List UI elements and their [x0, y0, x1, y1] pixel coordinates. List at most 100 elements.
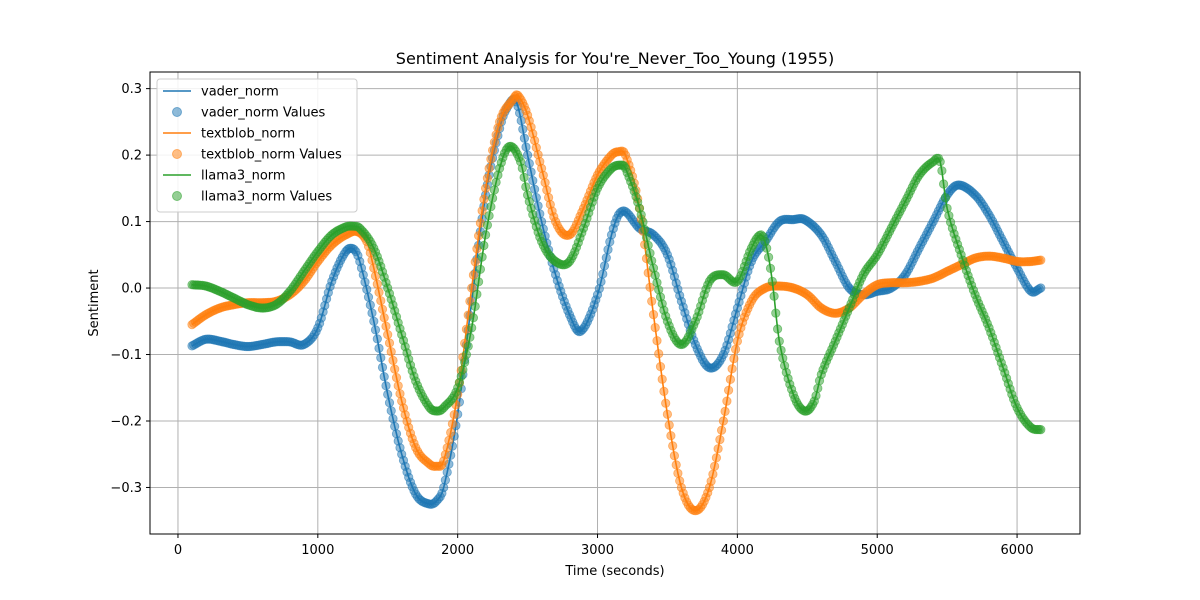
legend-label: textblob_norm Values [201, 148, 342, 163]
vader_norm-point [386, 406, 396, 416]
llama3_norm-point [472, 289, 482, 299]
llama3_norm-point [771, 308, 781, 318]
y-tick-label: −0.1 [110, 348, 142, 363]
vader_norm-point [528, 176, 538, 186]
llama3_norm-point [767, 276, 777, 286]
series-llama3_norm [187, 141, 1046, 435]
textblob_norm-point [377, 304, 388, 314]
textblob_norm-point [730, 344, 741, 354]
textblob_norm-point [470, 257, 480, 267]
textblob_norm-point [664, 420, 674, 430]
textblob_norm-point [484, 163, 494, 173]
vader_norm-point [372, 334, 382, 344]
legend-label: vader_norm [201, 85, 279, 100]
textblob_norm-point [711, 453, 722, 463]
textblob_norm-point [376, 296, 386, 306]
textblob_norm-point [729, 354, 739, 364]
vader_norm-point [1036, 283, 1046, 293]
textblob_norm-point [662, 409, 673, 419]
y-axis-label: Sentiment [87, 269, 102, 336]
textblob_norm-point [486, 154, 496, 164]
llama3_norm-point [811, 391, 821, 401]
legend-label: llama3_norm [201, 169, 286, 184]
legend-marker-swatch [172, 107, 182, 117]
x-tick-label: 4000 [721, 543, 754, 558]
vader_norm-point [390, 421, 400, 431]
vader_norm-point [521, 142, 531, 152]
legend-box [156, 78, 358, 213]
vader_norm-point [522, 150, 533, 160]
vader_norm-point [526, 167, 536, 177]
textblob_norm-point [542, 185, 552, 195]
x-tick-label: 1000 [301, 543, 334, 558]
textblob_norm-point [479, 194, 489, 204]
chart-title: Sentiment Analysis for You're_Never_Too_… [396, 49, 834, 69]
legend-label: textblob_norm [201, 127, 295, 142]
llama3_norm-point [482, 220, 492, 230]
llama3_norm-point [480, 230, 491, 240]
llama3_norm-point [487, 193, 498, 203]
vader_norm-point [388, 414, 398, 424]
vader_norm-point [603, 245, 613, 255]
llama3_norm-point [470, 301, 480, 311]
vader_norm-point [377, 362, 388, 372]
llama3_norm-point [1036, 424, 1046, 435]
textblob_norm-point [669, 451, 680, 461]
plot-frame [149, 71, 1081, 535]
llama3_norm-point [521, 182, 531, 192]
textblob_norm-point [379, 313, 389, 323]
llama3_norm-point [776, 345, 786, 355]
vader_norm-point [370, 325, 381, 335]
x-tick-label: 0 [174, 543, 182, 558]
llama3_norm-point [479, 240, 489, 251]
x-axis-label: Time (seconds) [564, 564, 664, 579]
textblob_norm-point [391, 372, 402, 383]
textblob_norm-point [650, 322, 660, 333]
legend-marker-swatch [172, 191, 182, 201]
vader_norm-point [379, 372, 389, 382]
llama3_norm-point [763, 252, 774, 262]
textblob_norm-point [645, 282, 655, 292]
textblob_norm-point [661, 398, 671, 408]
textblob_norm-point [673, 468, 683, 478]
textblob_norm-point [713, 444, 723, 454]
llama3_norm-point [460, 357, 470, 367]
textblob_norm-point [383, 329, 393, 340]
textblob_norm-point [381, 321, 391, 331]
vader_norm-point [442, 467, 452, 477]
llama3_norm-point [813, 383, 823, 393]
vader_norm-point [384, 398, 395, 408]
vader_norm-point [439, 482, 449, 493]
vader_norm-point [363, 292, 374, 302]
y-tick-label: 0.0 [121, 282, 142, 297]
llama3_norm-point [519, 172, 529, 182]
llama3_norm-point [477, 252, 487, 262]
vader_norm-point [518, 124, 528, 134]
vader_norm-point [601, 253, 611, 263]
axis-ticks: 0 1000 2000 3000 4000 5000 6000 −0.3 −0.2 −0.1 0.0… [110, 82, 1033, 558]
llama3_norm-point [484, 211, 494, 221]
textblob_norm-point [723, 385, 734, 395]
textblob_norm-point [388, 355, 398, 365]
textblob_norm-point [668, 441, 678, 451]
textblob_norm-point [482, 173, 492, 183]
textblob_norm-point [648, 309, 659, 320]
vader_norm-point [369, 316, 379, 326]
llama3_norm-point [772, 324, 783, 334]
textblob_norm-point [468, 270, 478, 280]
vader_norm-point [440, 475, 450, 485]
textblob_norm-point [446, 427, 456, 438]
textblob_norm-point [1036, 255, 1046, 265]
textblob_norm-point [718, 416, 729, 426]
legend-label: vader_norm Values [201, 106, 326, 121]
llama3_norm-point [640, 224, 650, 235]
llama3_norm-point [937, 166, 947, 176]
legend-label: llama3_norm Values [201, 190, 332, 205]
x-tick-label: 6000 [1001, 543, 1034, 558]
x-tick-label: 3000 [581, 543, 614, 558]
vader_norm-point [383, 389, 393, 399]
y-tick-label: 0.2 [121, 149, 142, 164]
llama3_norm-point [645, 248, 655, 258]
textblob_norm-point [393, 381, 403, 391]
